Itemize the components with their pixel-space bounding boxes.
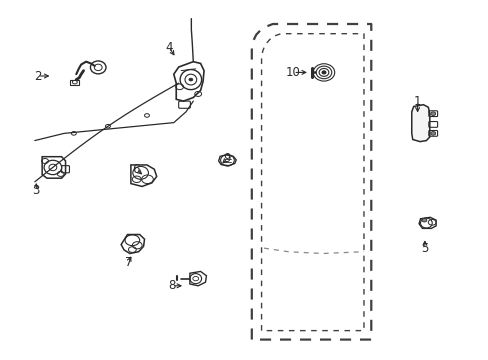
Polygon shape bbox=[411, 105, 429, 141]
Text: 10: 10 bbox=[285, 66, 300, 79]
Text: 3: 3 bbox=[33, 184, 40, 197]
Ellipse shape bbox=[322, 71, 325, 74]
Text: 4: 4 bbox=[165, 41, 172, 54]
Text: 6: 6 bbox=[132, 163, 140, 176]
Text: 7: 7 bbox=[124, 256, 132, 269]
Text: 5: 5 bbox=[420, 242, 427, 255]
Text: 8: 8 bbox=[168, 279, 176, 292]
Ellipse shape bbox=[430, 132, 435, 135]
Text: 9: 9 bbox=[223, 152, 231, 165]
Text: 1: 1 bbox=[413, 95, 421, 108]
Text: 2: 2 bbox=[34, 69, 41, 82]
Ellipse shape bbox=[430, 112, 435, 116]
Ellipse shape bbox=[421, 219, 426, 222]
Ellipse shape bbox=[188, 78, 192, 81]
